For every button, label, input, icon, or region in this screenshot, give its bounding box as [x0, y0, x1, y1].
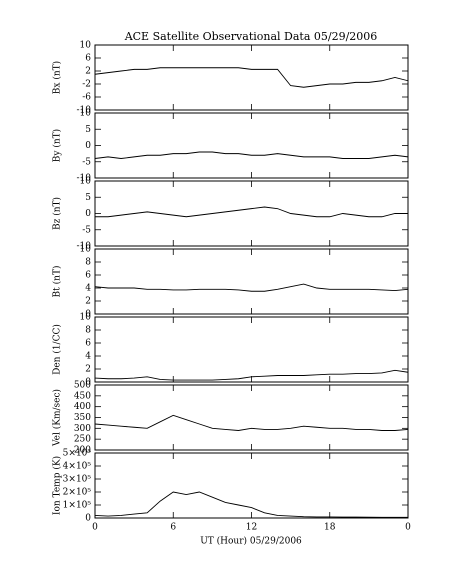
- panel-frame: [94, 180, 409, 247]
- data-line: [94, 67, 409, 88]
- y-axis-label: Bt (nT): [52, 266, 63, 298]
- y-tick-label: 2: [85, 365, 91, 375]
- data-line: [94, 369, 409, 381]
- y-tick-label: 10: [80, 313, 92, 323]
- panel-frame: [94, 112, 409, 179]
- panel-frame: [94, 44, 409, 111]
- y-tick-label: 6: [85, 271, 91, 281]
- y-tick-label: 500: [74, 381, 91, 391]
- y-tick-label: 4×10⁵: [63, 462, 92, 472]
- panel-frame: [94, 316, 409, 383]
- y-tick-label: -5: [82, 225, 91, 235]
- y-tick-label: -2: [82, 80, 91, 90]
- x-tick-label: 18: [324, 523, 336, 533]
- y-tick-label: 8: [85, 258, 91, 268]
- data-line: [94, 151, 409, 159]
- data-line: [94, 283, 409, 292]
- y-tick-label: 400: [74, 402, 91, 412]
- y-axis-label: Vel (Km/sec): [52, 389, 63, 447]
- x-tick-label: 0: [405, 523, 411, 533]
- y-tick-label: 450: [74, 391, 91, 401]
- y-tick-label: 2: [85, 297, 91, 307]
- y-tick-label: 250: [74, 435, 91, 445]
- chart-title: ACE Satellite Observational Data 05/29/2…: [124, 30, 378, 43]
- y-tick-label: 4: [85, 352, 91, 362]
- y-axis-label: Ion Temp (K): [52, 456, 63, 515]
- y-tick-label: 6: [85, 54, 91, 64]
- y-tick-label: 0: [85, 141, 91, 151]
- y-tick-label: 0: [85, 514, 91, 524]
- y-tick-label: 0: [85, 310, 91, 320]
- data-line: [94, 491, 408, 518]
- y-tick-label: 4: [85, 284, 91, 294]
- y-tick-label: -10: [77, 242, 92, 252]
- y-axis-label: By (nT): [52, 129, 63, 162]
- y-tick-label: 2: [85, 67, 91, 77]
- x-tick-label: 6: [170, 523, 176, 533]
- y-tick-label: 5: [85, 193, 91, 203]
- y-tick-label: -6: [82, 93, 91, 103]
- y-tick-label: 10: [80, 245, 92, 255]
- y-tick-label: -10: [77, 174, 92, 184]
- y-tick-label: 5×10⁵: [63, 449, 92, 459]
- data-line: [94, 414, 409, 431]
- x-tick-label: 0: [92, 523, 98, 533]
- y-tick-label: 10: [80, 177, 92, 187]
- y-tick-label: -5: [82, 157, 91, 167]
- y-tick-label: 5: [85, 125, 91, 135]
- y-tick-label: 300: [74, 424, 91, 434]
- y-tick-label: 6: [85, 339, 91, 349]
- data-line: [95, 206, 408, 218]
- x-tick-label: 12: [246, 523, 257, 533]
- panel-frame: [94, 452, 409, 519]
- y-tick-label: 2×10⁵: [63, 488, 92, 498]
- y-tick-label: 10: [80, 109, 92, 119]
- y-axis-label: Den (1/CC): [52, 324, 63, 375]
- y-axis-label: Bz (nT): [52, 197, 63, 230]
- y-tick-label: 8: [85, 326, 91, 336]
- panel-frame: [94, 384, 409, 451]
- y-tick-label: 350: [74, 413, 91, 423]
- x-axis-label: UT (Hour) 05/29/2006: [200, 536, 302, 547]
- y-axis-label: Bx (nT): [52, 61, 63, 94]
- y-tick-label: 10: [80, 41, 92, 51]
- y-tick-label: 1×10⁵: [63, 501, 92, 511]
- y-tick-label: 3×10⁵: [63, 475, 92, 485]
- y-tick-label: 0: [85, 378, 91, 388]
- panel-frame: [94, 248, 409, 315]
- y-tick-label: 200: [74, 446, 91, 456]
- y-tick-label: 0: [85, 209, 91, 219]
- y-tick-label: -10: [77, 106, 92, 116]
